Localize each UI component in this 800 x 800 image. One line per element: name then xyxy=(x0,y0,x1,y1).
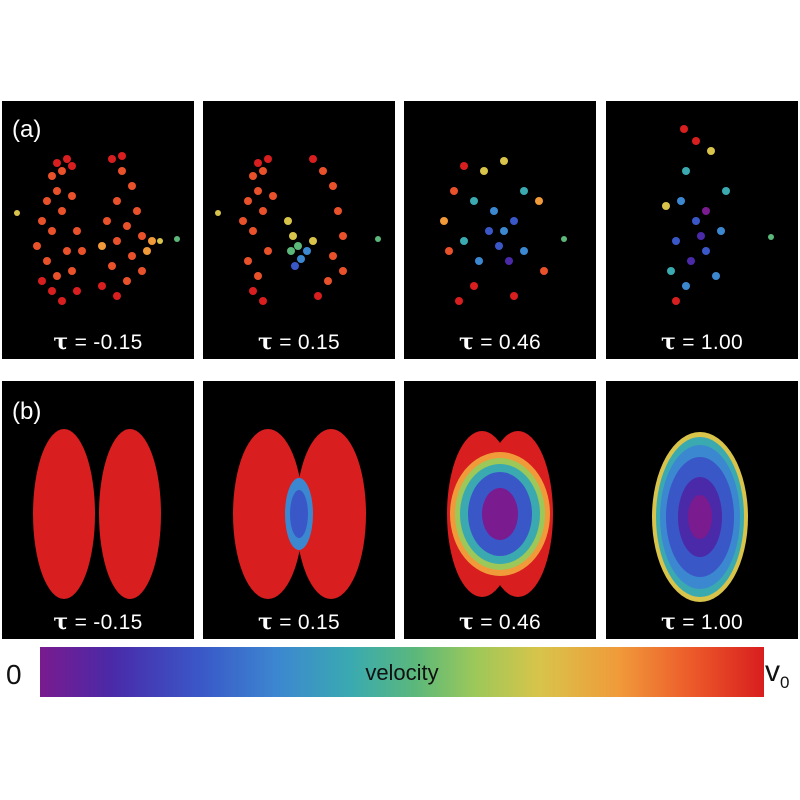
particle-plot xyxy=(440,157,567,305)
tau-symbol: τ xyxy=(660,609,677,635)
tau-caption: τ = 0.15 xyxy=(203,329,395,355)
tau-value: = 1.00 xyxy=(682,611,744,634)
panel-b-3: τ = 0.46 xyxy=(404,381,596,639)
tau-caption: τ = 1.00 xyxy=(606,609,798,635)
velocity-colorbar: velocity xyxy=(40,647,764,697)
tau-symbol: τ xyxy=(257,609,274,635)
tau-symbol: τ xyxy=(458,609,475,635)
particle-plot xyxy=(215,155,381,305)
tau-value: = -0.15 xyxy=(74,611,143,634)
continuum-plot xyxy=(33,429,161,599)
colorbar-max-label: v0 xyxy=(765,655,789,693)
tau-value: = 0.15 xyxy=(279,611,341,634)
tau-caption: τ = 0.15 xyxy=(203,609,395,635)
tau-symbol: τ xyxy=(53,609,69,635)
panel-b-2: τ = 0.15 xyxy=(203,381,395,639)
panel-a-1: τ = -0.15 xyxy=(2,101,194,359)
tau-value: = 0.46 xyxy=(480,611,542,634)
continuum-plot xyxy=(233,429,366,599)
tau-caption: τ = 1.00 xyxy=(606,329,798,355)
tau-symbol: τ xyxy=(660,329,677,355)
panel-a-4: τ = 1.00 xyxy=(606,101,798,359)
particle-plot xyxy=(662,125,774,305)
tau-value: = 0.46 xyxy=(480,331,542,354)
tau-caption: τ = 0.46 xyxy=(404,329,596,355)
colorbar-min-label: 0 xyxy=(6,659,22,690)
tau-caption: τ = -0.15 xyxy=(2,609,194,635)
continuum-plot xyxy=(652,432,748,602)
colorbar-max-subscript: 0 xyxy=(780,673,790,692)
continuum-plot xyxy=(447,431,553,597)
panel-b-4: τ = 1.00 xyxy=(606,381,798,639)
row-label-b: (b) xyxy=(12,398,42,425)
tau-symbol: τ xyxy=(458,329,475,355)
tau-symbol: τ xyxy=(257,329,274,355)
panel-b-1: τ = -0.15 xyxy=(2,381,194,639)
tau-value: = -0.15 xyxy=(74,331,143,354)
tau-value: = 0.15 xyxy=(279,331,341,354)
panel-a-3: τ = 0.46 xyxy=(404,101,596,359)
tau-caption: τ = -0.15 xyxy=(2,329,194,355)
particle-plot xyxy=(14,152,180,305)
tau-symbol: τ xyxy=(53,329,69,355)
colorbar-max-symbol: v xyxy=(765,655,780,688)
panel-a-2: τ = 0.15 xyxy=(203,101,395,359)
tau-value: = 1.00 xyxy=(682,331,744,354)
colorbar-title: velocity xyxy=(365,660,439,685)
row-label-a: (a) xyxy=(12,116,42,143)
tau-caption: τ = 0.46 xyxy=(404,609,596,635)
